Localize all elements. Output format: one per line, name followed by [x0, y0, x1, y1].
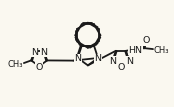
Text: N: N — [31, 48, 38, 57]
Text: N: N — [94, 54, 101, 63]
Text: N: N — [74, 54, 81, 63]
Text: O: O — [117, 63, 125, 72]
Text: N: N — [41, 48, 48, 57]
Text: O: O — [35, 63, 43, 72]
Text: CH₃: CH₃ — [8, 59, 23, 69]
Text: CH₃: CH₃ — [153, 46, 169, 55]
Text: N: N — [109, 57, 116, 66]
Text: N: N — [126, 57, 133, 66]
Text: HN: HN — [128, 46, 142, 55]
Text: O: O — [143, 36, 150, 45]
